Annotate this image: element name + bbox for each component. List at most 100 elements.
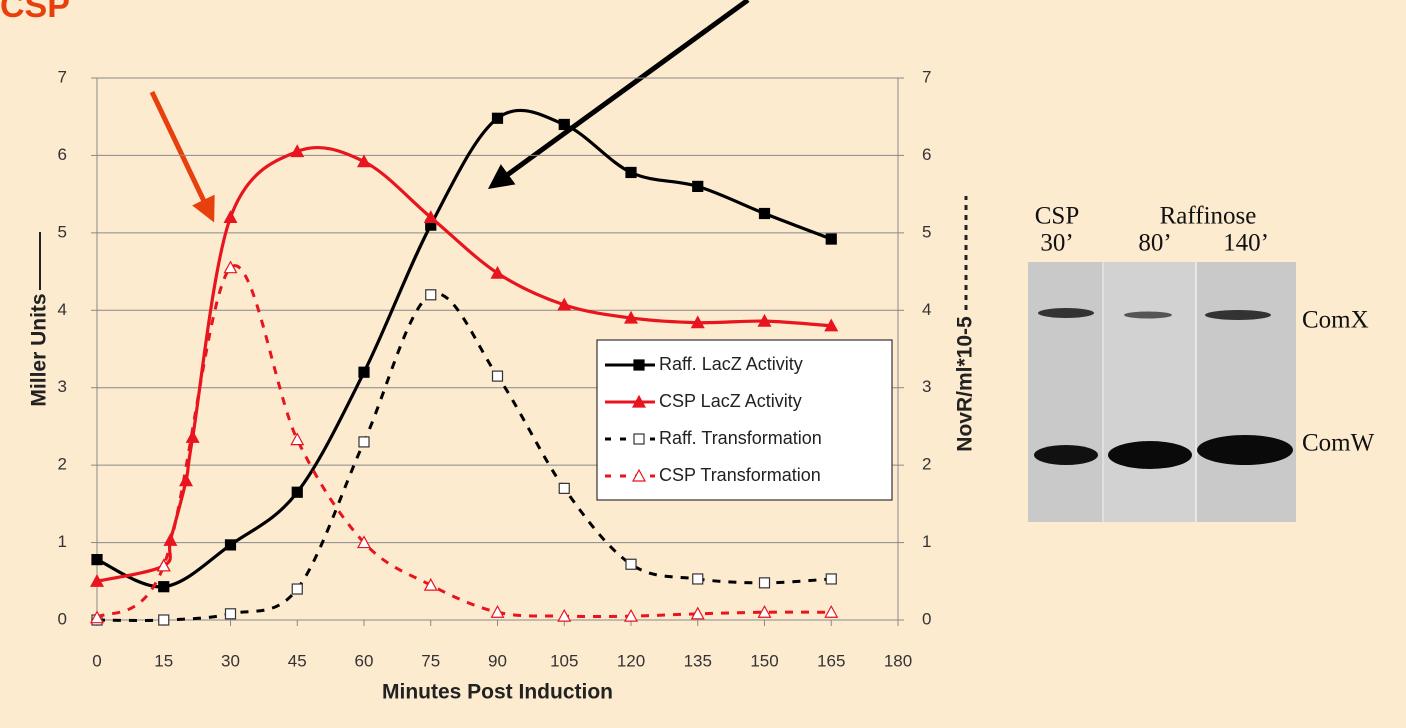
data-point xyxy=(558,482,570,494)
data-point xyxy=(758,207,771,220)
data-point xyxy=(425,289,437,301)
legend-box xyxy=(596,339,893,501)
y-tick-label: 5 xyxy=(58,222,67,241)
data-point xyxy=(825,233,837,245)
data-point xyxy=(291,486,303,498)
x-tick-label: 180 xyxy=(884,651,912,670)
data-point xyxy=(224,539,237,551)
x-tick-label: 30 xyxy=(221,651,240,670)
x-tick-label: 135 xyxy=(684,651,712,670)
x-tick-label: 120 xyxy=(617,651,645,670)
y2-tick-label: 1 xyxy=(922,532,931,551)
gel-image: CSP 30’ Raffinose 80’ 140’ ComX ComW xyxy=(1028,203,1375,522)
data-point xyxy=(158,614,170,626)
data-point xyxy=(757,313,772,327)
data-point xyxy=(690,606,705,620)
legend-marker xyxy=(631,394,647,408)
data-point xyxy=(223,260,238,274)
data-point xyxy=(491,112,504,124)
data-point xyxy=(158,581,170,593)
data-point xyxy=(623,310,639,324)
y-tick-label: 4 xyxy=(58,300,67,319)
data-point xyxy=(491,370,504,382)
data-point xyxy=(692,180,704,192)
data-point xyxy=(557,608,572,622)
lane-time: 140’ xyxy=(1223,230,1269,257)
data-point xyxy=(692,573,704,585)
band xyxy=(1108,441,1192,469)
x-tick-label: 150 xyxy=(750,651,778,670)
legend-label: CSP Transformation xyxy=(659,465,821,485)
data-point xyxy=(625,558,637,570)
lane-time: 30’ xyxy=(1040,230,1073,257)
legend-marker xyxy=(633,433,645,445)
y2-tick-label: 0 xyxy=(922,609,931,628)
data-point xyxy=(358,366,370,378)
y-tick-label: 1 xyxy=(58,532,67,551)
legend-marker xyxy=(633,359,645,371)
legend-label: CSP LacZ Activity xyxy=(659,391,802,411)
x-tick-label: 165 xyxy=(817,651,845,670)
x-tick-label: 45 xyxy=(288,651,307,670)
band xyxy=(1205,310,1271,320)
data-point xyxy=(356,535,372,549)
x-tick-label: 0 xyxy=(92,651,101,670)
data-point xyxy=(490,265,505,279)
data-point xyxy=(690,315,705,329)
y-tick-label: 2 xyxy=(58,455,67,474)
band-label: ComX xyxy=(1302,307,1369,334)
x-tick-label: 90 xyxy=(488,651,507,670)
x-tick-label: 60 xyxy=(355,651,374,670)
data-point xyxy=(423,210,438,223)
band xyxy=(1038,308,1094,318)
series-line xyxy=(96,146,832,583)
data-point xyxy=(185,430,200,443)
band xyxy=(1124,311,1172,319)
gel-lane xyxy=(1103,262,1196,522)
data-point xyxy=(356,154,372,168)
data-point xyxy=(358,436,370,448)
data-point xyxy=(89,610,105,624)
data-point xyxy=(825,573,837,585)
y2-tick-label: 4 xyxy=(922,300,931,319)
series-line xyxy=(96,264,832,619)
y2-tick-label: 5 xyxy=(922,222,931,241)
x-tick-label: 105 xyxy=(550,651,578,670)
data-point xyxy=(557,297,572,311)
y-tick-label: 7 xyxy=(58,67,67,86)
y2-tick-label: 7 xyxy=(922,67,931,86)
data-point xyxy=(290,432,305,446)
x-tick-label: 15 xyxy=(154,651,173,670)
data-point xyxy=(156,558,171,572)
y-tick-label: 0 xyxy=(58,609,67,628)
data-point xyxy=(490,605,505,618)
y2-tick-label: 6 xyxy=(922,145,931,164)
lane-label: CSP xyxy=(1035,203,1079,230)
data-point xyxy=(291,583,303,595)
data-point xyxy=(824,318,839,332)
y-tick-label: 6 xyxy=(58,145,67,164)
legend-marker xyxy=(631,468,647,482)
band xyxy=(1034,445,1098,465)
data-point xyxy=(558,118,570,131)
lane-label: Raffinose xyxy=(1160,203,1257,230)
legend-label: Raff. LacZ Activity xyxy=(659,354,803,374)
y2-tick-label: 2 xyxy=(922,455,931,474)
data-point xyxy=(623,608,639,622)
data-point xyxy=(91,554,103,566)
legend-label: Raff. Transformation xyxy=(659,428,822,448)
data-point xyxy=(757,605,772,618)
data-point xyxy=(824,605,839,618)
data-point xyxy=(758,577,771,589)
y-tick-label: 3 xyxy=(58,377,67,396)
x-tick-label: 75 xyxy=(421,651,440,670)
y2-tick-label: 3 xyxy=(922,377,931,396)
data-point xyxy=(423,577,438,591)
x-axis-title: Minutes Post Induction xyxy=(382,681,613,704)
lane-time: 80’ xyxy=(1138,230,1171,257)
y-axis-title: Miller Units xyxy=(28,293,51,406)
data-point xyxy=(89,574,105,587)
data-point xyxy=(223,210,238,223)
